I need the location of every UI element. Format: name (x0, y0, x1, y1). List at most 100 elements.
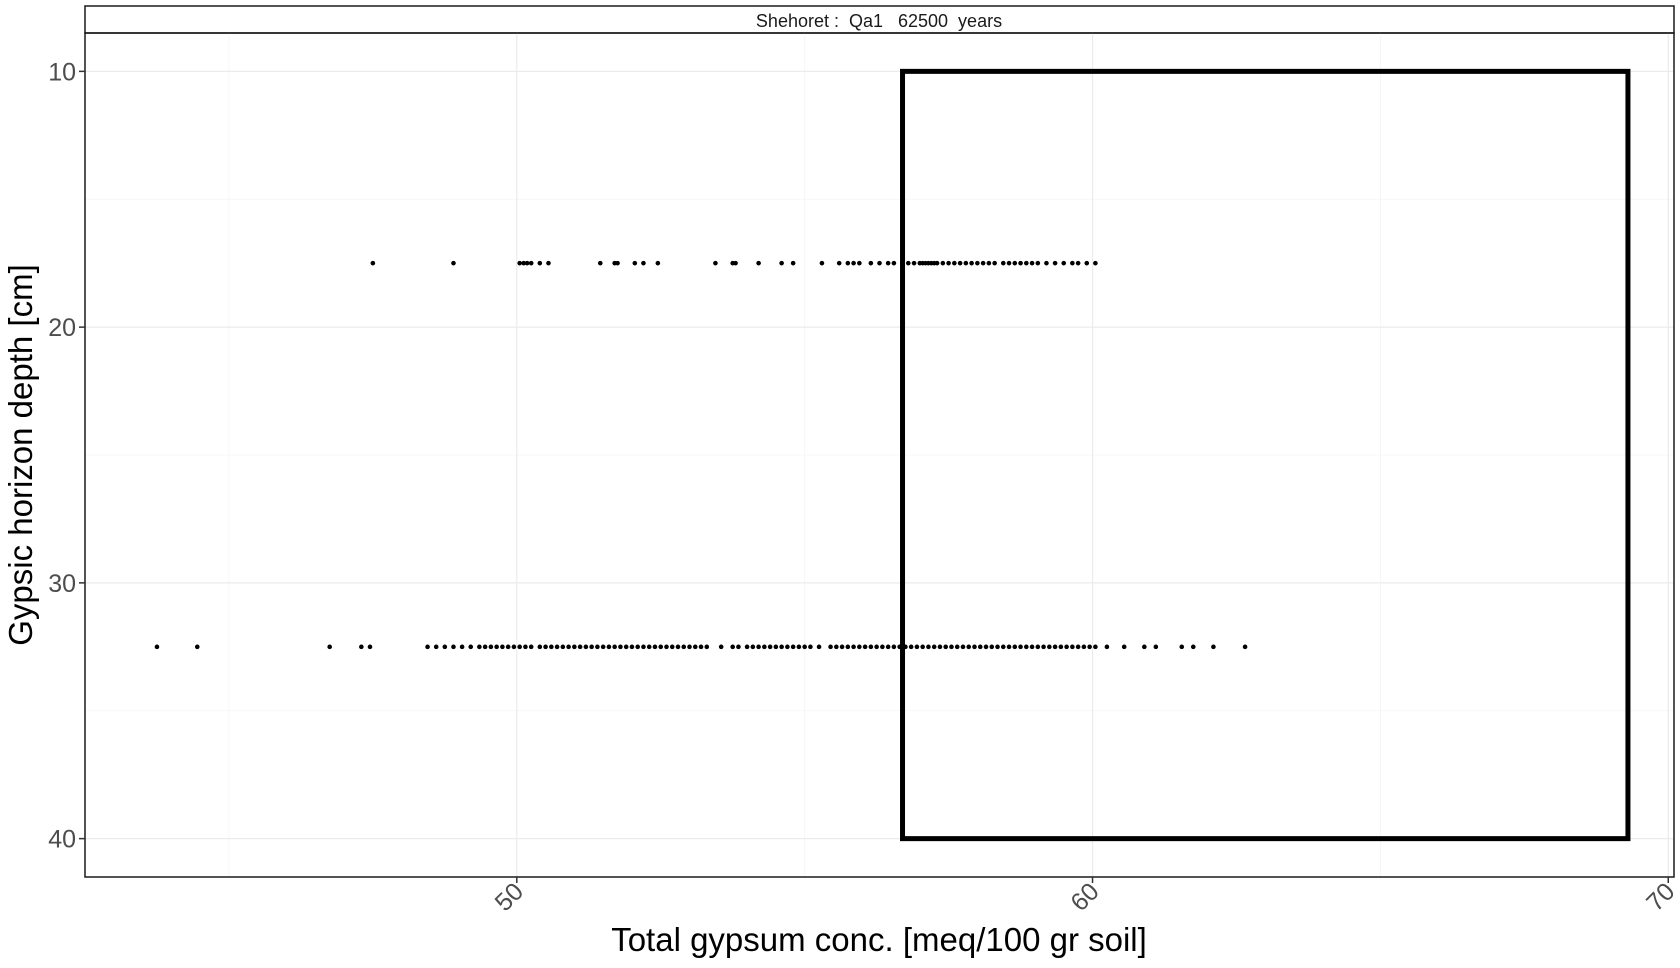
data-point (836, 260, 842, 266)
plot-panel-border (84, 32, 1675, 878)
data-point (839, 644, 845, 650)
data-point (891, 644, 897, 650)
data-point (790, 260, 796, 266)
data-point (425, 644, 430, 650)
data-point (543, 644, 548, 650)
data-point (1075, 260, 1081, 266)
data-point (1061, 260, 1067, 266)
data-point (1075, 644, 1081, 650)
data-point (597, 260, 603, 266)
data-point (877, 260, 882, 266)
data-point (845, 260, 851, 266)
data-point (926, 644, 931, 650)
data-point (736, 644, 741, 650)
data-point (528, 260, 534, 266)
data-point (524, 260, 530, 266)
data-point (934, 260, 940, 266)
data-point (698, 644, 704, 650)
data-point (704, 644, 710, 650)
annotation-rectangle-layer (900, 68, 1631, 842)
data-point (828, 644, 833, 650)
data-point (808, 644, 813, 650)
data-point (952, 260, 957, 266)
data-point (851, 260, 856, 266)
data-point (949, 644, 954, 650)
data-point (1084, 260, 1090, 266)
facet-strip: Shehoret : Qa1 62500 years (84, 5, 1675, 34)
data-point (911, 260, 917, 266)
data-point (1044, 260, 1049, 266)
y-axis-ticks: 10 20 30 40 (48, 58, 85, 854)
data-point (1006, 260, 1012, 266)
data-point (1029, 644, 1035, 650)
data-point (730, 644, 735, 650)
data-point (1024, 644, 1029, 650)
data-point (1070, 644, 1075, 650)
data-point (451, 260, 456, 266)
data-point (816, 644, 822, 650)
data-point (652, 644, 658, 650)
data-point (494, 644, 499, 650)
data-point (641, 644, 646, 650)
data-point (669, 644, 675, 650)
data-point (595, 644, 600, 650)
data-point (874, 644, 879, 650)
data-point (500, 644, 505, 650)
data-point (1081, 644, 1087, 650)
data-point (577, 644, 583, 650)
data-point (940, 260, 946, 266)
data-point (655, 260, 661, 266)
data-point (1058, 644, 1064, 650)
data-point (762, 644, 767, 650)
data-point (589, 644, 594, 650)
data-point (1093, 644, 1098, 650)
data-point (528, 644, 534, 650)
data-point (1018, 644, 1023, 650)
data-point (517, 260, 522, 266)
data-point (937, 644, 943, 650)
data-point (1035, 260, 1041, 266)
data-point (834, 644, 839, 650)
data-point (658, 644, 664, 650)
y-tick-label: 40 (48, 826, 76, 854)
data-point (537, 644, 543, 650)
data-point (767, 644, 773, 650)
data-point (1242, 644, 1248, 650)
data-point (1052, 644, 1058, 650)
y-tick-label: 20 (48, 314, 76, 342)
data-point (744, 644, 750, 650)
data-point (1012, 260, 1018, 266)
data-point (908, 644, 914, 650)
data-point (995, 644, 1000, 650)
data-point (779, 260, 784, 266)
data-point (1121, 644, 1127, 650)
data-point (1070, 260, 1075, 266)
data-point (442, 644, 448, 650)
data-point (451, 644, 456, 650)
x-axis-title: Total gypsum conc. [meq/100 gr soil] (611, 921, 1147, 958)
data-point (194, 644, 200, 650)
data-point (718, 644, 724, 650)
data-point (1000, 260, 1006, 266)
data-point (1024, 260, 1029, 266)
data-point (154, 644, 160, 650)
data-point (459, 644, 465, 650)
facet-strip-box (84, 5, 1675, 34)
y-axis-title: Gypsic horizon depth [cm] (2, 264, 39, 646)
data-point (468, 644, 474, 650)
data-point (433, 644, 439, 650)
data-point (1029, 260, 1035, 266)
data-point (505, 644, 511, 650)
data-point (868, 644, 874, 650)
data-point (367, 644, 373, 650)
data-point (986, 260, 992, 266)
data-point (779, 644, 784, 650)
data-point (972, 644, 977, 650)
data-point (733, 260, 738, 266)
data-point (572, 644, 577, 650)
data-point (969, 260, 974, 266)
data-point (920, 644, 925, 650)
data-point (618, 644, 623, 650)
data-point (862, 644, 868, 650)
data-point (675, 644, 681, 650)
